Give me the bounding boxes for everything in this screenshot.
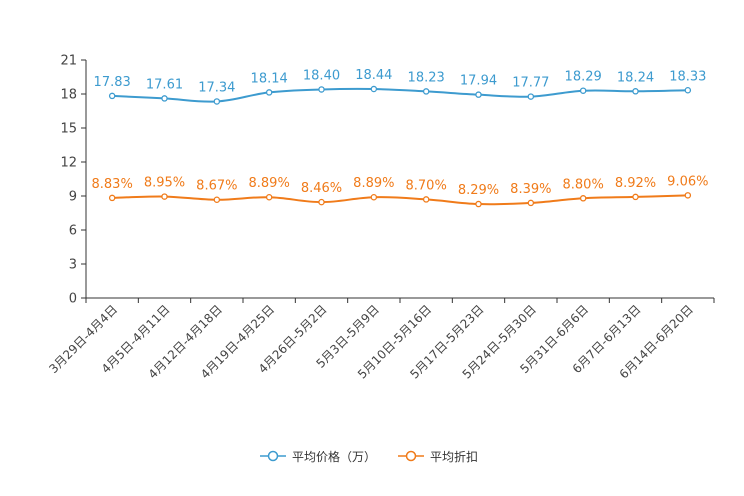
data-point (579, 195, 587, 202)
legend-item-avg-price[interactable]: 平均价格（万） (260, 446, 376, 466)
data-point (213, 98, 221, 105)
data-point (422, 88, 430, 95)
data-point (527, 93, 535, 100)
data-label: 8.39% (510, 182, 551, 197)
data-point (527, 199, 535, 207)
data-label: 17.83 (94, 75, 131, 90)
data-point (370, 193, 378, 201)
data-point (265, 193, 273, 201)
data-label: 18.29 (565, 70, 602, 85)
legend-avg-price-icon (260, 450, 286, 462)
data-label: 8.80% (563, 177, 604, 192)
data-point (632, 193, 639, 201)
data-label: 17.34 (198, 80, 235, 95)
data-label: 9.06% (667, 174, 708, 189)
data-label: 8.95% (144, 176, 185, 191)
data-point (318, 86, 325, 93)
data-point (579, 87, 587, 94)
data-point (475, 91, 482, 98)
data-label: 8.46% (301, 181, 342, 196)
y-tick-label: 15 (60, 122, 77, 137)
y-tick-label: 18 (60, 88, 77, 103)
legend: 平均价格（万） 平均折扣 (0, 446, 744, 466)
series-line-0 (112, 87, 688, 103)
y-tick-label: 12 (60, 156, 77, 171)
data-label: 8.92% (615, 176, 656, 191)
legend-label-avg-price: 平均价格（万） (292, 449, 377, 464)
data-label: 8.89% (353, 176, 394, 191)
data-point (475, 200, 482, 208)
data-label: 8.67% (196, 179, 237, 194)
data-label: 18.14 (251, 71, 288, 86)
data-label: 18.23 (408, 70, 445, 85)
data-point (213, 196, 221, 203)
data-label: 18.40 (303, 68, 340, 83)
data-label: 17.94 (460, 74, 497, 89)
data-label: 18.33 (669, 69, 706, 84)
data-label: 17.77 (512, 76, 549, 91)
legend-avg-discount-icon (398, 450, 424, 462)
data-point (684, 192, 692, 199)
data-point (108, 194, 116, 202)
data-point (632, 88, 639, 95)
y-tick-label: 6 (69, 224, 77, 239)
data-label: 18.24 (617, 70, 654, 85)
data-label: 18.44 (355, 68, 392, 83)
legend-label-avg-discount: 平均折扣 (430, 449, 479, 464)
data-point (422, 196, 430, 203)
data-point (108, 92, 116, 100)
y-tick-label: 3 (69, 258, 77, 273)
data-point (684, 87, 692, 94)
legend-item-avg-discount[interactable]: 平均折扣 (398, 446, 478, 466)
data-label: 8.29% (458, 183, 499, 198)
data-point (370, 85, 378, 93)
series-line-1 (112, 194, 688, 206)
data-label: 17.61 (146, 77, 183, 92)
data-point (318, 198, 325, 206)
data-point (161, 95, 168, 102)
data-point (265, 89, 273, 96)
y-tick-label: 0 (69, 292, 77, 307)
y-tick-label: 9 (69, 190, 77, 205)
data-label: 8.70% (406, 178, 447, 193)
y-tick-label: 21 (60, 54, 77, 69)
data-label: 8.83% (92, 177, 133, 192)
data-point (161, 193, 168, 200)
data-label: 8.89% (249, 176, 290, 191)
